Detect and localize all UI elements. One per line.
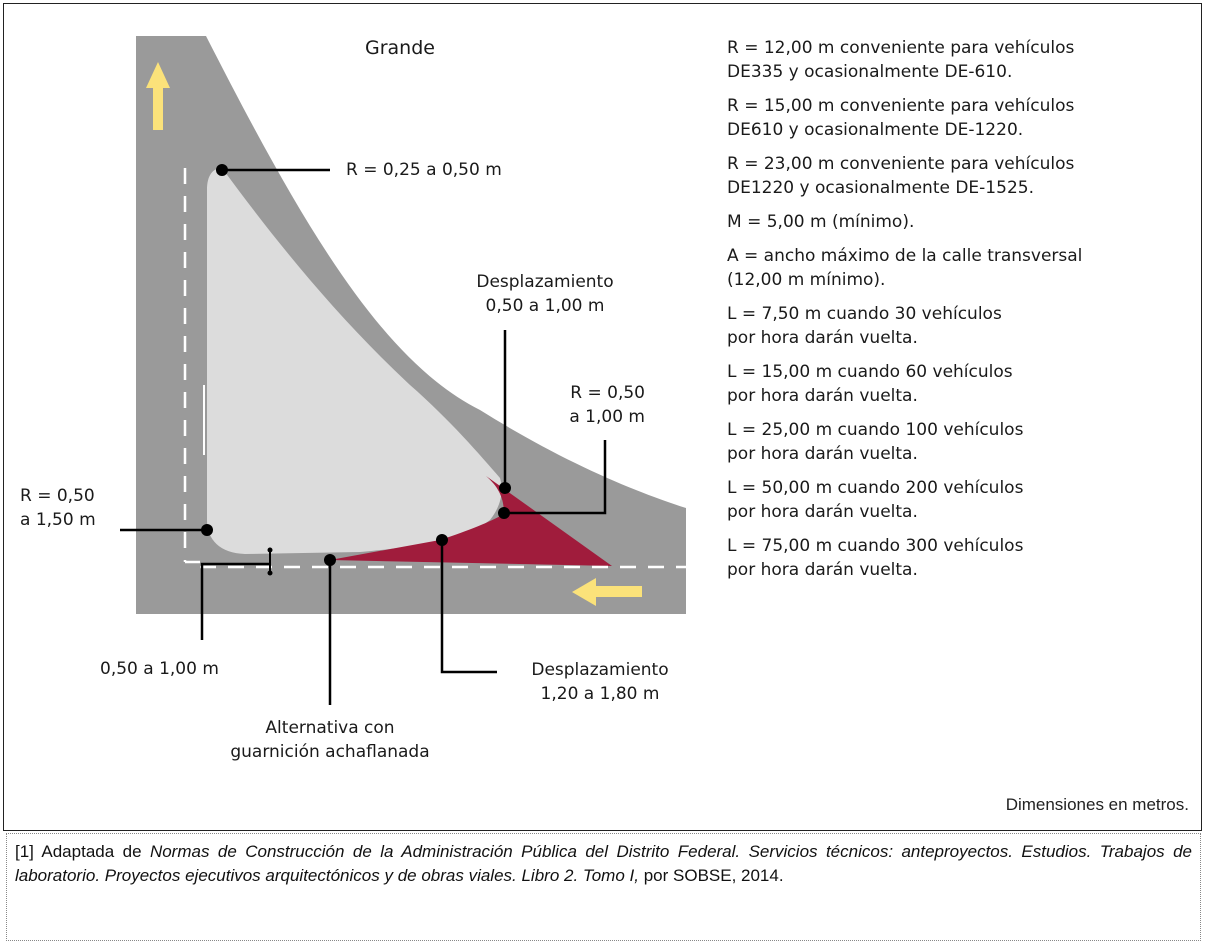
leader-desplazamiento-bottom <box>440 540 497 674</box>
spec-line: A = ancho máximo de la calle transversal <box>727 246 1083 266</box>
spec-item: A = ancho máximo de la calle transversal… <box>727 244 1197 292</box>
leader-dot-desplazamiento-top <box>499 482 511 494</box>
spec-line: L = 7,50 m cuando 30 vehículos <box>727 304 1002 324</box>
label-r-corner-top: R = 0,25 a 0,50 m <box>346 160 502 180</box>
footnote-source-title: Normas de Construcción de la Administrac… <box>15 842 1192 885</box>
label-desplazamiento-top-line2: 0,50 a 1,00 m <box>485 296 605 316</box>
spec-list: R = 12,00 m conveniente para vehículos D… <box>727 36 1197 592</box>
label-r-right-line2: a 1,00 m <box>569 407 645 427</box>
spec-item: R = 12,00 m conveniente para vehículos D… <box>727 36 1197 84</box>
label-desplazamiento-top: Desplazamiento 0,50 a 1,00 m <box>445 270 645 318</box>
label-alternativa-line1: Alternativa con <box>265 718 395 738</box>
leader-dot-desplazamiento-bottom <box>436 534 448 546</box>
label-desplazamiento-top-line1: Desplazamiento <box>476 272 614 292</box>
channelizing-island <box>207 168 502 554</box>
spec-line: por hora darán vuelta. <box>727 502 918 522</box>
units-note: Dimensiones en metros. <box>1005 795 1189 814</box>
curb-tick-top <box>267 547 273 553</box>
spec-item: L = 25,00 m cuando 100 vehículos por hor… <box>727 418 1197 466</box>
spec-line: DE610 y ocasionalmente DE-1220. <box>727 120 1024 140</box>
spec-item: R = 15,00 m conveniente para vehículos D… <box>727 94 1197 142</box>
arrow-up-icon <box>146 62 170 130</box>
spec-item: L = 15,00 m cuando 60 vehículos por hora… <box>727 360 1197 408</box>
footnote-prefix: [1] Adaptada de <box>15 842 150 861</box>
arrow-left-icon <box>572 578 642 606</box>
leader-offset-left <box>200 562 270 640</box>
spec-line: R = 12,00 m conveniente para vehículos <box>727 38 1075 58</box>
spec-line: DE335 y ocasionalmente DE-610. <box>727 62 1013 82</box>
label-r-left-line2: a 1,50 m <box>20 510 96 530</box>
label-desplazamiento-bottom-line2: 1,20 a 1,80 m <box>540 684 660 704</box>
spec-line: R = 15,00 m conveniente para vehículos <box>727 96 1075 116</box>
spec-item: L = 7,50 m cuando 30 vehículos por hora … <box>727 302 1197 350</box>
leader-dot-r-top <box>216 164 228 176</box>
spec-item: L = 75,00 m cuando 300 vehículos por hor… <box>727 534 1197 582</box>
spec-line: L = 15,00 m cuando 60 vehículos <box>727 362 1013 382</box>
leader-r-right <box>504 440 607 515</box>
label-r-left-line1: R = 0,50 <box>20 486 95 506</box>
label-desplazamiento-bottom: Desplazamiento 1,20 a 1,80 m <box>500 658 700 706</box>
label-desplazamiento-bottom-line1: Desplazamiento <box>531 660 669 680</box>
source-footnote: [1] Adaptada de Normas de Construcción d… <box>6 833 1201 941</box>
spec-line: M = 5,00 m (mínimo). <box>727 212 915 232</box>
label-r-left: R = 0,50 a 1,50 m <box>20 484 130 532</box>
label-r-right-line1: R = 0,50 <box>570 383 645 403</box>
leader-dot-alternativa <box>324 554 336 566</box>
figure-frame <box>3 3 1202 831</box>
spec-line: por hora darán vuelta. <box>727 328 918 348</box>
footnote-suffix: por SOBSE, 2014. <box>638 866 784 885</box>
spec-line: L = 50,00 m cuando 200 vehículos <box>727 478 1024 498</box>
spec-item: L = 50,00 m cuando 200 vehículos por hor… <box>727 476 1197 524</box>
spec-line: R = 23,00 m conveniente para vehículos <box>727 154 1075 174</box>
curb-tick-bottom <box>267 570 273 576</box>
spec-item: M = 5,00 m (mínimo). <box>727 210 1197 234</box>
label-alternativa-line2: guarnición achaflanada <box>230 742 430 762</box>
label-alternativa: Alternativa con guarnición achaflanada <box>200 716 460 764</box>
spec-line: DE1220 y ocasionalmente DE-1525. <box>727 178 1034 198</box>
spec-line: por hora darán vuelta. <box>727 560 918 580</box>
label-r-right: R = 0,50 a 1,00 m <box>520 381 645 429</box>
spec-line: L = 25,00 m cuando 100 vehículos <box>727 420 1024 440</box>
label-offset-bottom-left: 0,50 a 1,00 m <box>100 659 219 679</box>
island-diagram <box>120 36 686 705</box>
spec-line: (12,00 m mínimo). <box>727 270 886 290</box>
leader-dot-r-right <box>498 507 510 519</box>
spec-line: por hora darán vuelta. <box>727 444 918 464</box>
taper-area <box>330 476 612 566</box>
leader-dot-r-left <box>201 524 213 536</box>
diagram-title: Grande <box>365 37 435 59</box>
spec-line: por hora darán vuelta. <box>727 386 918 406</box>
spec-item: R = 23,00 m conveniente para vehículos D… <box>727 152 1197 200</box>
spec-line: L = 75,00 m cuando 300 vehículos <box>727 536 1024 556</box>
